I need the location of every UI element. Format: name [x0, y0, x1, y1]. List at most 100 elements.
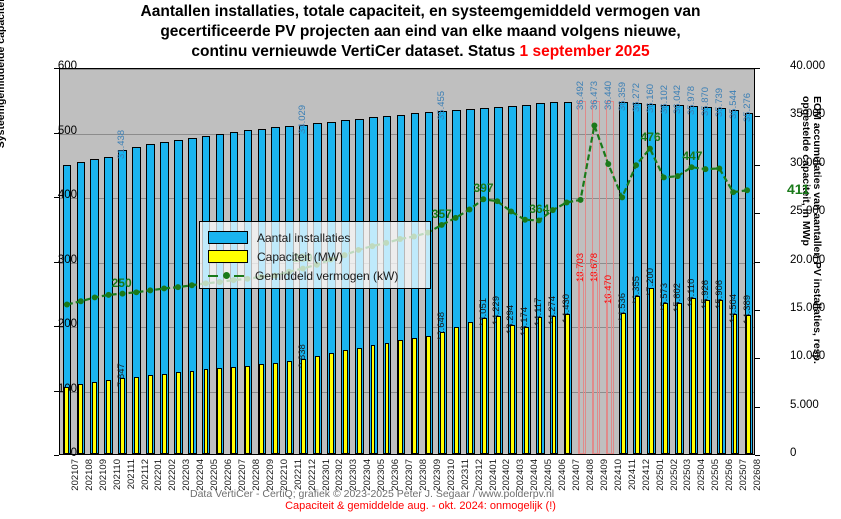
line-marker[interactable]	[466, 206, 473, 213]
line-marker[interactable]	[77, 298, 84, 305]
bar-capacity[interactable]	[273, 363, 278, 454]
line-marker[interactable]	[133, 289, 140, 296]
line-marker[interactable]	[702, 166, 709, 173]
bar-group[interactable]	[744, 69, 754, 454]
bar-capacity[interactable]	[287, 360, 292, 454]
bar-capacity[interactable]	[356, 347, 362, 454]
line-marker[interactable]	[688, 164, 695, 171]
bar-group[interactable]	[271, 69, 281, 454]
line-marker[interactable]	[633, 162, 640, 169]
bar-group[interactable]	[215, 69, 225, 454]
bar-capacity[interactable]	[203, 369, 209, 454]
bar-group[interactable]	[257, 69, 267, 454]
bar-group[interactable]	[716, 69, 726, 454]
bar-capacity[interactable]	[328, 353, 334, 454]
line-marker[interactable]	[674, 173, 681, 180]
bar-group[interactable]	[730, 69, 740, 454]
bar-group[interactable]	[438, 69, 448, 454]
bar-capacity[interactable]	[676, 303, 682, 454]
bar-capacity[interactable]	[593, 273, 599, 454]
line-marker[interactable]	[744, 187, 751, 194]
line-marker[interactable]	[563, 199, 570, 206]
bar-capacity[interactable]	[495, 316, 501, 454]
bar-capacity[interactable]	[147, 375, 153, 454]
bar-group[interactable]	[90, 69, 100, 454]
bar-capacity[interactable]	[704, 299, 710, 454]
bar-capacity[interactable]	[468, 322, 473, 454]
bar-group[interactable]	[619, 69, 629, 454]
bar-group[interactable]	[675, 69, 684, 454]
bar-capacity[interactable]	[301, 358, 306, 454]
bar-group[interactable]	[243, 69, 253, 454]
bar-group[interactable]	[661, 69, 670, 454]
bar-capacity[interactable]	[440, 331, 446, 454]
line-marker[interactable]	[188, 282, 195, 289]
bar-capacity[interactable]	[746, 314, 752, 454]
bar-group[interactable]	[535, 69, 545, 454]
bar-capacity[interactable]	[92, 381, 98, 454]
bar-group[interactable]	[494, 69, 503, 454]
bar-capacity[interactable]	[579, 273, 585, 454]
line-marker[interactable]	[91, 294, 98, 301]
bar-group[interactable]	[174, 69, 183, 454]
line-marker[interactable]	[494, 198, 501, 205]
bar-capacity[interactable]	[649, 287, 654, 454]
bar-group[interactable]	[647, 69, 656, 454]
line-marker[interactable]	[619, 194, 626, 201]
line-marker[interactable]	[591, 122, 598, 129]
bar-capacity[interactable]	[314, 356, 320, 454]
bar-capacity[interactable]	[259, 364, 265, 454]
line-marker[interactable]	[549, 207, 556, 214]
bar-group[interactable]	[605, 69, 615, 454]
bar-capacity[interactable]	[217, 368, 223, 454]
line-marker[interactable]	[508, 208, 515, 215]
bar-capacity[interactable]	[662, 303, 668, 454]
bar-group[interactable]	[577, 69, 587, 454]
line-marker[interactable]	[577, 196, 584, 203]
bar-capacity[interactable]	[551, 315, 557, 454]
line-marker[interactable]	[646, 145, 653, 152]
bar-group[interactable]	[563, 69, 573, 454]
line-marker[interactable]	[161, 285, 168, 292]
bar-group[interactable]	[76, 69, 86, 454]
line-marker[interactable]	[174, 284, 181, 291]
line-marker[interactable]	[480, 196, 487, 203]
bar-group[interactable]	[104, 69, 114, 454]
line-marker[interactable]	[660, 174, 667, 181]
bar-group[interactable]	[187, 69, 197, 454]
line-marker[interactable]	[452, 214, 459, 221]
bar-capacity[interactable]	[133, 376, 139, 454]
line-marker[interactable]	[105, 291, 112, 298]
bar-capacity[interactable]	[481, 318, 487, 454]
bar-group[interactable]	[452, 69, 462, 454]
bar-group[interactable]	[118, 69, 127, 454]
bar-capacity[interactable]	[565, 314, 571, 454]
bar-capacity[interactable]	[426, 335, 432, 454]
bar-group[interactable]	[689, 69, 698, 454]
bar-group[interactable]	[633, 69, 642, 454]
bar-group[interactable]	[229, 69, 239, 454]
bar-capacity[interactable]	[78, 384, 84, 454]
bar-group[interactable]	[591, 69, 601, 454]
bar-group[interactable]	[62, 69, 72, 454]
bar-capacity[interactable]	[412, 338, 418, 454]
line-marker[interactable]	[535, 217, 542, 224]
bar-capacity[interactable]	[398, 340, 404, 454]
bar-capacity[interactable]	[537, 317, 543, 454]
bar-capacity[interactable]	[120, 378, 125, 454]
line-marker[interactable]	[730, 189, 737, 196]
bar-capacity[interactable]	[231, 366, 237, 454]
bar-capacity[interactable]	[245, 365, 251, 454]
bar-capacity[interactable]	[732, 313, 738, 454]
bar-capacity[interactable]	[523, 326, 529, 454]
bar-capacity[interactable]	[370, 345, 376, 454]
bar-capacity[interactable]	[175, 372, 181, 454]
bar-group[interactable]	[285, 69, 294, 454]
bar-capacity[interactable]	[106, 380, 111, 454]
bar-capacity[interactable]	[384, 342, 390, 454]
bar-group[interactable]	[299, 69, 308, 454]
line-marker[interactable]	[716, 165, 723, 172]
bar-capacity[interactable]	[342, 350, 348, 454]
bar-group[interactable]	[466, 69, 475, 454]
bar-group[interactable]	[508, 69, 517, 454]
